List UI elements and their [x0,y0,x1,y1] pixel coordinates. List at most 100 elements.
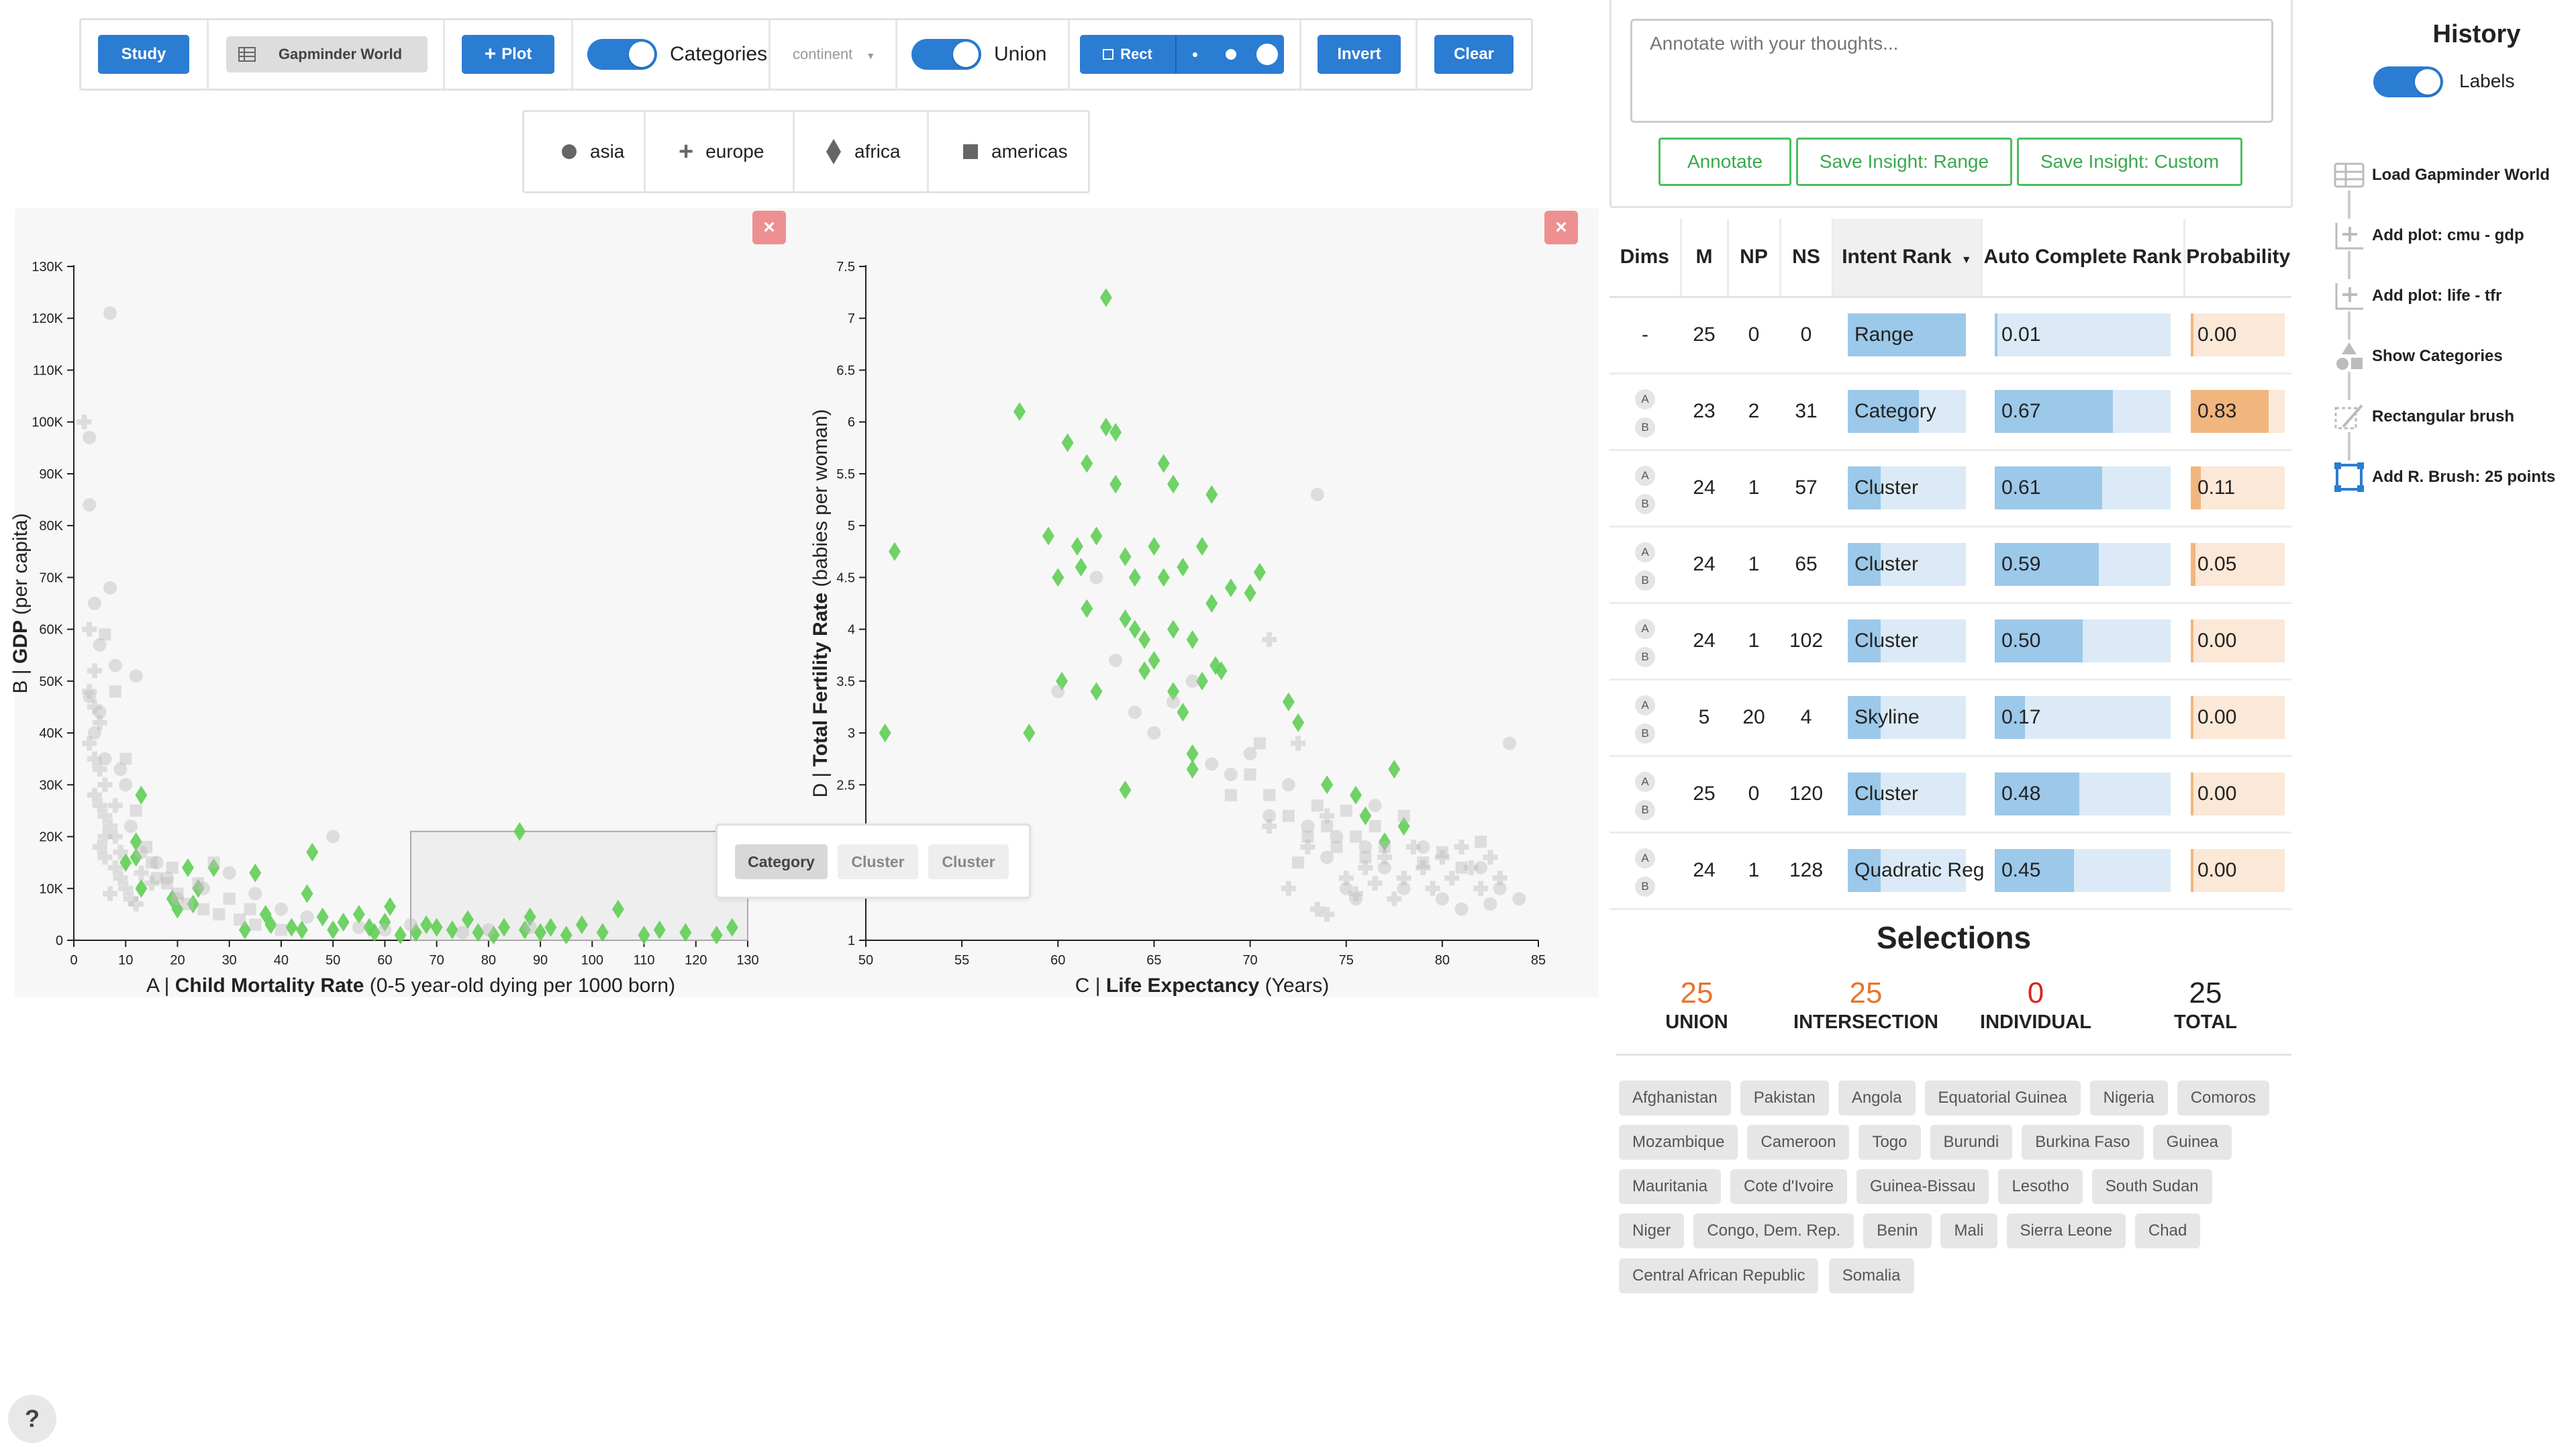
close-plot-1-button[interactable]: × [752,211,786,244]
americas-point [223,893,236,905]
dataset-button[interactable]: Gapminder World [226,36,428,72]
country-chip[interactable]: Afghanistan [1619,1081,1731,1115]
invert-button[interactable]: Invert [1318,35,1401,74]
history-item-add-plot-gdp[interactable]: Add plot: cmu - gdp [2333,220,2524,251]
help-button[interactable]: ? [8,1395,56,1443]
col-header-auto-complete[interactable]: Auto Complete Rank [1981,219,2185,298]
country-chip[interactable]: Burundi [1930,1125,2013,1160]
country-chip[interactable]: Sierra Leone [2006,1213,2126,1248]
annotate-button[interactable]: Annotate [1658,138,1791,186]
col-header-intent-rank[interactable]: Intent Rank ▼ [1832,219,1983,298]
legend-item-europe[interactable]: + europe [679,112,764,191]
country-chip[interactable]: Comoros [2177,1081,2270,1115]
rect-brush-button[interactable]: Rect [1080,35,1175,74]
country-chip[interactable]: Togo [1859,1125,1921,1160]
country-chip[interactable]: Nigeria [2089,1081,2168,1115]
africa-point [1282,692,1295,711]
cell-auto-complete: 0.48 [1981,756,2184,834]
legend-item-africa[interactable]: africa [826,112,900,191]
africa-point [611,899,624,919]
y-tick-label: 110K [33,363,64,378]
country-chip[interactable]: Chad [2134,1213,2201,1248]
col-header-dims[interactable]: Dims [1609,219,1682,298]
history-item-rect-brush[interactable]: Rectangular brush [2333,401,2514,432]
country-chip[interactable]: Cameroon [1747,1125,1850,1160]
americas-point [1350,830,1363,843]
cell-intent-rank: Skyline [1832,679,1981,757]
x-tick-label: 0 [70,953,77,968]
col-header-probability[interactable]: Probability [2184,219,2291,298]
selections-divider [1616,1054,2291,1056]
intent-cluster-button[interactable]: Cluster [928,844,1009,879]
intent-category-button[interactable]: Category [735,844,828,879]
large-brush-button[interactable] [1249,35,1284,74]
category-select[interactable]: continent ▼ [793,46,875,63]
union-count: 25 [1680,977,1714,1009]
country-chip[interactable]: Central African Republic [1619,1258,1819,1293]
col-header-np[interactable]: NP [1728,219,1781,298]
africa-point [1056,671,1069,691]
x-tick-label: 20 [170,953,185,968]
asia-point [404,917,417,932]
study-button[interactable]: Study [98,35,189,74]
history-item-add-brush[interactable]: Add R. Brush: 25 points [2333,462,2555,493]
clear-button[interactable]: Clear [1434,35,1514,74]
country-chip[interactable]: Niger [1619,1213,1685,1248]
africa-point [1359,806,1372,826]
table-icon [2333,160,2365,191]
add-plot-button[interactable]: + Plot [462,35,554,74]
country-chip[interactable]: Congo, Dem. Rep. [1693,1213,1854,1248]
legend-item-americas[interactable]: americas [963,112,1068,191]
country-chip[interactable]: Lesotho [1998,1169,2083,1204]
close-plot-2-button[interactable]: × [1544,211,1578,244]
country-chip[interactable]: Equatorial Guinea [1924,1081,2081,1115]
asia-point [1512,892,1526,906]
save-insight-custom-button[interactable]: Save Insight: Custom [2017,138,2242,186]
asia-point [87,597,101,610]
country-chip[interactable]: Cote d'Ivoire [1730,1169,1848,1204]
labels-toggle[interactable] [2373,66,2443,97]
americas-point [192,877,205,890]
country-chip[interactable]: Guinea-Bissau [1856,1169,1989,1204]
country-chip[interactable]: Mauritania [1619,1169,1722,1204]
annotation-input[interactable] [1630,19,2273,123]
country-chip[interactable]: Mozambique [1619,1125,1738,1160]
country-chip[interactable]: South Sudan [2091,1169,2212,1204]
save-insight-range-button[interactable]: Save Insight: Range [1796,138,2012,186]
country-chip[interactable]: Burkina Faso [2022,1125,2144,1160]
history-item-show-categories[interactable]: Show Categories [2333,341,2503,372]
country-chip[interactable]: Guinea [2152,1125,2232,1160]
europe-point [144,876,159,891]
medium-brush-button[interactable] [1213,35,1249,74]
country-chip[interactable]: Angola [1838,1081,1916,1115]
history-item-load[interactable]: Load Gapminder World [2333,160,2550,191]
categories-toggle[interactable] [587,39,657,70]
small-brush-button[interactable] [1177,35,1213,74]
table-row[interactable]: - 25 0 0 Range 0.01 0.00 [1609,297,2291,375]
union-toggle[interactable] [911,39,981,70]
asia-point [1454,902,1469,916]
legend-item-asia[interactable]: asia [562,112,624,191]
asia-point [1310,487,1324,501]
categories-label: Categories [670,43,768,65]
intent-cluster-button[interactable]: Cluster [838,844,918,879]
asia-point [160,871,175,885]
country-chip[interactable]: Benin [1863,1213,1932,1248]
africa-point [1224,578,1237,597]
europe-point [107,798,123,813]
country-chip[interactable]: Somalia [1828,1258,1914,1293]
history-item-add-plot-tfr[interactable]: Add plot: life - tfr [2333,281,2501,311]
col-header-ns[interactable]: NS [1780,219,1834,298]
africa-point [192,879,205,898]
col-header-m[interactable]: M [1681,219,1729,298]
country-chip[interactable]: Mali [1940,1213,1997,1248]
country-chip[interactable]: Pakistan [1740,1081,1829,1115]
scatter-plots[interactable]: 0 10 20 30 40 50 60 70 80 90 100 110 120 130 0 10K 20K 30… [0,0,1611,1007]
